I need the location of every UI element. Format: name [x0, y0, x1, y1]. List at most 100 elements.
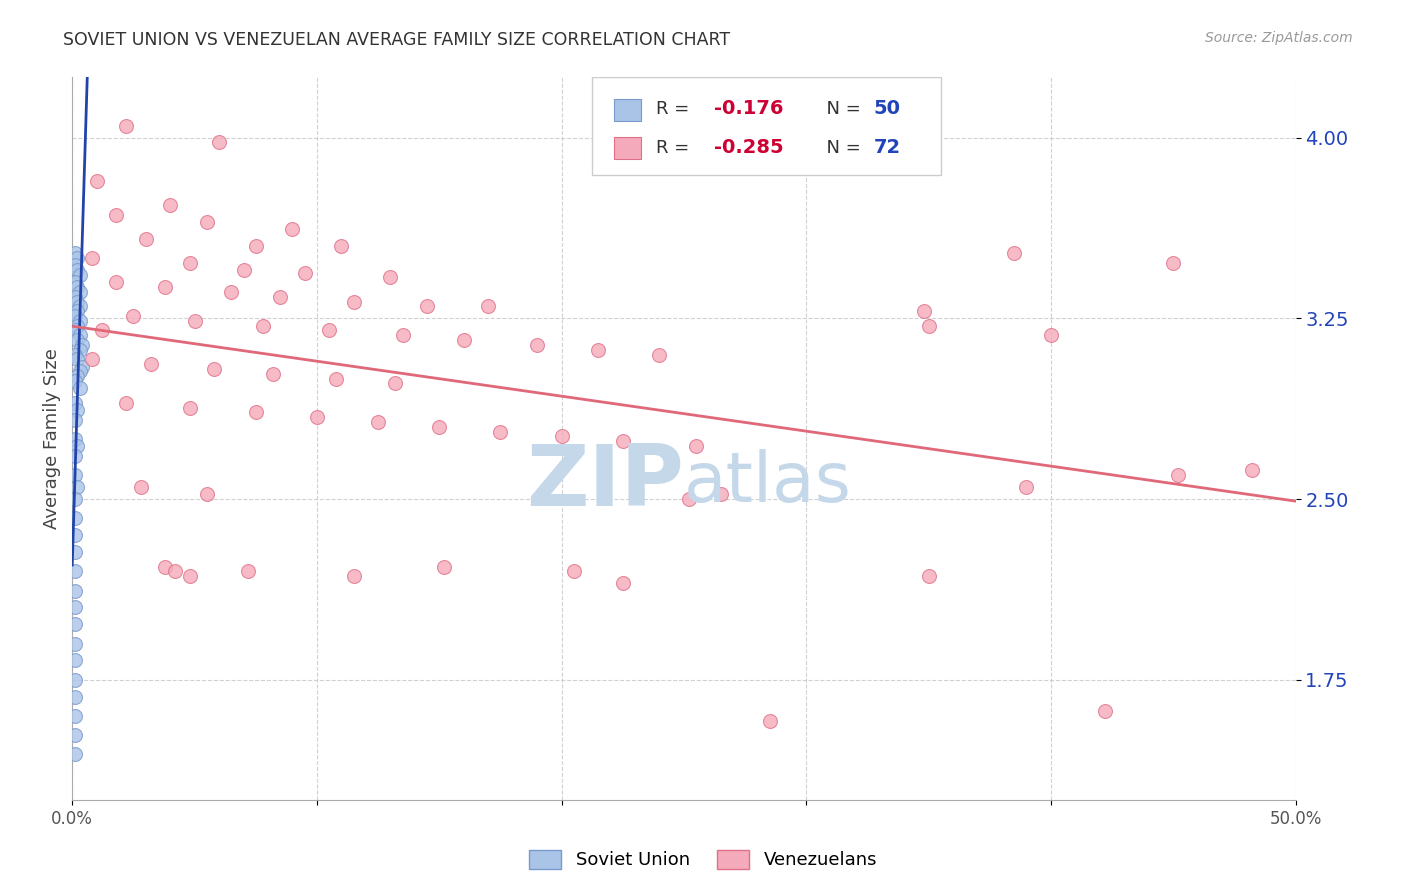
Text: atlas: atlas	[683, 449, 852, 516]
Point	[115, 395, 138, 409]
Point	[526, 338, 548, 352]
Point	[159, 198, 181, 212]
Text: 50: 50	[873, 99, 900, 118]
Point	[63, 395, 86, 409]
Point	[63, 528, 86, 542]
Point	[63, 545, 86, 559]
Point	[912, 304, 935, 318]
Text: -0.285: -0.285	[714, 138, 785, 157]
Point	[202, 362, 225, 376]
Point	[66, 369, 89, 384]
Point	[917, 569, 939, 583]
Point	[489, 425, 512, 439]
Point	[380, 270, 402, 285]
Point	[122, 309, 145, 323]
Point	[63, 728, 86, 742]
Point	[179, 401, 201, 415]
Point	[453, 333, 475, 347]
Point	[66, 251, 89, 265]
Point	[1167, 467, 1189, 482]
Point	[562, 565, 585, 579]
Point	[63, 290, 86, 304]
Point	[342, 569, 364, 583]
Point	[367, 415, 389, 429]
Point	[612, 434, 634, 449]
Point	[550, 429, 572, 443]
Point	[63, 374, 86, 388]
Point	[648, 347, 671, 361]
Point	[685, 439, 707, 453]
Point	[69, 285, 91, 299]
Point	[262, 367, 284, 381]
Point	[163, 565, 186, 579]
Point	[80, 251, 103, 265]
Point	[330, 239, 353, 253]
Point	[63, 432, 86, 446]
Point	[63, 565, 86, 579]
Point	[416, 299, 439, 313]
Point	[917, 318, 939, 333]
Point	[63, 673, 86, 687]
Point	[758, 714, 780, 728]
Point	[155, 280, 177, 294]
Point	[219, 285, 242, 299]
FancyBboxPatch shape	[614, 136, 641, 159]
Point	[245, 239, 267, 253]
Point	[80, 352, 103, 367]
Point	[245, 405, 267, 419]
Point	[1161, 256, 1184, 270]
Point	[66, 403, 89, 417]
Text: SOVIET UNION VS VENEZUELAN AVERAGE FAMILY SIZE CORRELATION CHART: SOVIET UNION VS VENEZUELAN AVERAGE FAMIL…	[63, 31, 730, 49]
Point	[66, 280, 89, 294]
Point	[63, 690, 86, 704]
Point	[69, 314, 91, 328]
Point	[63, 258, 86, 272]
Y-axis label: Average Family Size: Average Family Size	[44, 349, 60, 529]
Point	[63, 275, 86, 289]
Point	[318, 323, 340, 337]
Text: N =: N =	[815, 100, 866, 118]
Point	[70, 338, 93, 352]
Point	[612, 576, 634, 591]
Point	[69, 299, 91, 313]
Point	[66, 318, 89, 333]
Point	[63, 323, 86, 337]
Point	[66, 480, 89, 494]
Point	[588, 343, 610, 357]
Point	[69, 381, 91, 395]
Point	[179, 569, 201, 583]
Legend: Soviet Union, Venezuelans: Soviet Union, Venezuelans	[520, 841, 886, 879]
Point	[710, 487, 733, 501]
Point	[69, 268, 91, 282]
Point	[90, 323, 112, 337]
Point	[66, 352, 89, 367]
Point	[325, 371, 347, 385]
Text: R =: R =	[655, 138, 695, 157]
Point	[1094, 704, 1116, 718]
Point	[66, 439, 89, 453]
Text: 72: 72	[873, 138, 901, 157]
Point	[1015, 480, 1038, 494]
Point	[678, 491, 700, 506]
FancyBboxPatch shape	[592, 78, 941, 175]
Point	[342, 294, 364, 309]
Point	[63, 412, 86, 426]
Point	[63, 583, 86, 598]
Point	[208, 136, 231, 150]
Point	[1240, 463, 1263, 477]
Point	[1002, 246, 1025, 260]
Point	[252, 318, 274, 333]
Point	[69, 328, 91, 343]
Point	[305, 410, 328, 425]
Point	[63, 637, 86, 651]
Point	[66, 263, 89, 277]
Point	[63, 449, 86, 463]
Point	[69, 343, 91, 357]
Text: -0.176: -0.176	[714, 99, 785, 118]
Point	[66, 294, 89, 309]
Point	[66, 304, 89, 318]
Point	[63, 467, 86, 482]
Text: R =: R =	[655, 100, 695, 118]
Point	[232, 263, 254, 277]
Point	[139, 357, 162, 371]
